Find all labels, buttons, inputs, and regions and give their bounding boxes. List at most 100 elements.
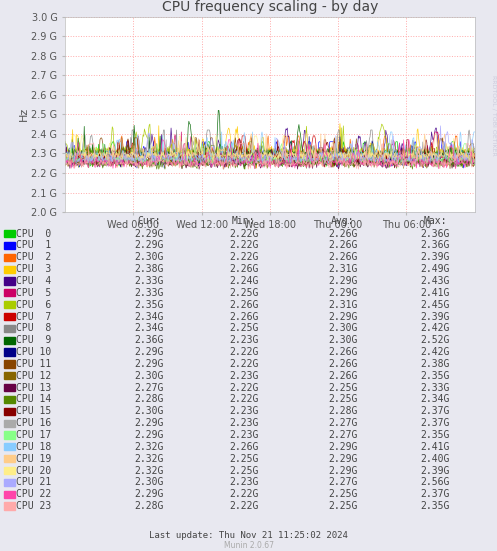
Text: CPU 14: CPU 14 [16, 395, 51, 404]
Text: 2.36G: 2.36G [420, 229, 450, 239]
Text: CPU 11: CPU 11 [16, 359, 51, 369]
Text: 2.29G: 2.29G [134, 430, 164, 440]
Text: CPU 22: CPU 22 [16, 489, 51, 499]
Text: CPU  3: CPU 3 [16, 264, 51, 274]
Text: 2.30G: 2.30G [328, 335, 358, 345]
Text: 2.29G: 2.29G [328, 311, 358, 322]
Text: 2.32G: 2.32G [134, 453, 164, 464]
Text: 2.29G: 2.29G [134, 359, 164, 369]
Text: 2.23G: 2.23G [229, 430, 258, 440]
Text: 2.40G: 2.40G [420, 453, 450, 464]
Text: 2.27G: 2.27G [328, 418, 358, 428]
Text: 2.29G: 2.29G [134, 489, 164, 499]
Text: 2.22G: 2.22G [229, 395, 258, 404]
Text: Max:: Max: [423, 216, 447, 226]
Text: 2.37G: 2.37G [420, 489, 450, 499]
Text: 2.26G: 2.26G [229, 311, 258, 322]
Text: 2.30G: 2.30G [134, 477, 164, 488]
Text: 2.23G: 2.23G [229, 335, 258, 345]
Text: 2.36G: 2.36G [134, 335, 164, 345]
Text: 2.35G: 2.35G [134, 300, 164, 310]
Text: CPU  1: CPU 1 [16, 240, 51, 251]
Text: CPU 15: CPU 15 [16, 406, 51, 417]
Text: 2.29G: 2.29G [328, 276, 358, 286]
Text: 2.23G: 2.23G [229, 371, 258, 381]
Text: 2.37G: 2.37G [420, 406, 450, 417]
Text: CPU 17: CPU 17 [16, 430, 51, 440]
Text: 2.30G: 2.30G [134, 406, 164, 417]
Text: 2.32G: 2.32G [134, 466, 164, 476]
Text: Munin 2.0.67: Munin 2.0.67 [224, 541, 273, 550]
Text: 2.26G: 2.26G [229, 264, 258, 274]
Text: CPU  7: CPU 7 [16, 311, 51, 322]
Text: 2.45G: 2.45G [420, 300, 450, 310]
Y-axis label: Hz: Hz [18, 107, 28, 121]
Text: CPU 18: CPU 18 [16, 442, 51, 452]
Text: 2.41G: 2.41G [420, 442, 450, 452]
Text: 2.22G: 2.22G [229, 489, 258, 499]
Text: 2.29G: 2.29G [134, 240, 164, 251]
Text: 2.26G: 2.26G [328, 229, 358, 239]
Text: 2.22G: 2.22G [229, 347, 258, 357]
Text: 2.34G: 2.34G [420, 395, 450, 404]
Text: 2.30G: 2.30G [328, 323, 358, 333]
Text: 2.29G: 2.29G [328, 466, 358, 476]
Text: CPU 19: CPU 19 [16, 453, 51, 464]
Text: 2.28G: 2.28G [134, 395, 164, 404]
Text: 2.29G: 2.29G [134, 347, 164, 357]
Text: 2.25G: 2.25G [328, 501, 358, 511]
Text: Avg:: Avg: [331, 216, 355, 226]
Text: 2.38G: 2.38G [134, 264, 164, 274]
Text: CPU  9: CPU 9 [16, 335, 51, 345]
Text: CPU  8: CPU 8 [16, 323, 51, 333]
Text: 2.38G: 2.38G [420, 359, 450, 369]
Text: 2.24G: 2.24G [229, 276, 258, 286]
Text: 2.31G: 2.31G [328, 300, 358, 310]
Text: 2.23G: 2.23G [229, 477, 258, 488]
Text: CPU 12: CPU 12 [16, 371, 51, 381]
Text: 2.30G: 2.30G [134, 371, 164, 381]
Text: CPU 10: CPU 10 [16, 347, 51, 357]
Text: 2.26G: 2.26G [328, 371, 358, 381]
Text: 2.33G: 2.33G [134, 288, 164, 298]
Text: 2.26G: 2.26G [328, 347, 358, 357]
Text: 2.37G: 2.37G [420, 418, 450, 428]
Text: 2.29G: 2.29G [328, 442, 358, 452]
Text: 2.33G: 2.33G [134, 276, 164, 286]
Text: 2.49G: 2.49G [420, 264, 450, 274]
Text: 2.31G: 2.31G [328, 264, 358, 274]
Text: 2.35G: 2.35G [420, 430, 450, 440]
Text: 2.22G: 2.22G [229, 501, 258, 511]
Text: 2.25G: 2.25G [229, 453, 258, 464]
Text: Min:: Min: [232, 216, 255, 226]
Text: 2.25G: 2.25G [229, 288, 258, 298]
Text: 2.42G: 2.42G [420, 323, 450, 333]
Text: 2.34G: 2.34G [134, 311, 164, 322]
Text: 2.23G: 2.23G [229, 406, 258, 417]
Text: RRDTOOL / TOBI OETIKER: RRDTOOL / TOBI OETIKER [491, 75, 496, 156]
Text: 2.27G: 2.27G [328, 477, 358, 488]
Text: 2.22G: 2.22G [229, 229, 258, 239]
Text: CPU 23: CPU 23 [16, 501, 51, 511]
Title: CPU frequency scaling - by day: CPU frequency scaling - by day [162, 0, 378, 14]
Text: Cur:: Cur: [137, 216, 161, 226]
Text: 2.28G: 2.28G [328, 406, 358, 417]
Text: CPU  4: CPU 4 [16, 276, 51, 286]
Text: 2.29G: 2.29G [328, 453, 358, 464]
Text: 2.25G: 2.25G [328, 382, 358, 393]
Text: 2.52G: 2.52G [420, 335, 450, 345]
Text: 2.36G: 2.36G [420, 240, 450, 251]
Text: 2.25G: 2.25G [328, 395, 358, 404]
Text: 2.33G: 2.33G [420, 382, 450, 393]
Text: CPU 16: CPU 16 [16, 418, 51, 428]
Text: 2.27G: 2.27G [328, 430, 358, 440]
Text: 2.29G: 2.29G [134, 418, 164, 428]
Text: 2.28G: 2.28G [134, 501, 164, 511]
Text: 2.26G: 2.26G [328, 359, 358, 369]
Text: 2.27G: 2.27G [134, 382, 164, 393]
Text: CPU 21: CPU 21 [16, 477, 51, 488]
Text: 2.23G: 2.23G [229, 418, 258, 428]
Text: 2.39G: 2.39G [420, 311, 450, 322]
Text: 2.43G: 2.43G [420, 276, 450, 286]
Text: CPU 13: CPU 13 [16, 382, 51, 393]
